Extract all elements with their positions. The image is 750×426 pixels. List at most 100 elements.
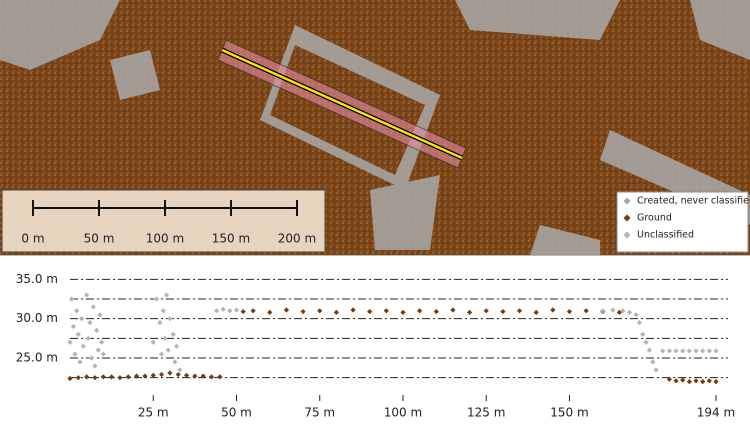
point [80,343,86,349]
point [566,308,573,315]
point [133,373,140,379]
point [713,348,719,354]
point [200,373,206,379]
x-tick-label: 100 m [384,406,422,420]
point [85,335,91,341]
point [158,371,165,378]
point [217,374,223,380]
point [533,309,539,315]
scale-label: 150 m [212,232,250,246]
point [516,308,523,314]
point [680,348,686,354]
x-tick-label: 50 m [221,406,252,420]
point [75,375,81,381]
point [450,307,456,313]
scale-label: 100 m [146,232,184,246]
point [417,308,423,314]
point [165,347,171,353]
map-view[interactable]: 0 m 50 m 100 m 150 m 200 m Created, never cl… [0,0,750,255]
point [87,319,93,326]
point [100,351,106,357]
point [646,347,653,353]
point [383,308,389,314]
point [97,312,103,318]
point [640,331,646,338]
point [713,379,719,385]
point [636,319,643,326]
point [84,292,90,298]
y-tick-label: 30.0 m [16,311,58,325]
profile-view[interactable]: 25.0 m 30.0 m 35.0 m 25 m 50 m 75 m 100 m 125 m… [16,272,735,420]
point [69,296,75,302]
point [208,374,215,380]
point [175,371,181,378]
point [153,296,160,302]
point [666,348,672,354]
point [643,339,649,345]
point [693,378,699,384]
point [706,348,712,354]
point [84,374,90,380]
point [163,292,170,298]
point [267,309,273,315]
legend-label: Unclassified [637,230,694,241]
x-tick-label: 194 m [697,406,735,420]
x-tick-label: 125 m [467,406,505,420]
point [680,377,686,383]
point [333,309,339,315]
point [177,367,183,373]
point [283,307,290,313]
point [250,308,256,314]
point [72,351,78,357]
point [227,308,233,314]
point [650,359,656,365]
legend-marker [623,231,631,239]
x-tick-label: 150 m [550,406,588,420]
scale-bar: 0 m 50 m 100 m 150 m 200 m [21,200,316,246]
point [400,309,406,315]
legend-marker [623,197,631,205]
legend-marker [623,214,631,222]
point [167,370,173,376]
legend: Created, never classified Ground Unclassif… [623,196,750,241]
point [610,307,616,313]
point [89,355,95,361]
point [220,306,226,312]
point [150,372,156,378]
point [94,327,100,334]
scale-bar-box [1,189,326,253]
point [173,343,180,349]
point [673,378,679,384]
point [666,376,672,382]
point [300,308,306,315]
point [95,347,101,353]
point [686,379,692,385]
point [653,367,659,373]
point [167,316,173,322]
point [74,308,80,314]
point [67,339,73,345]
point [660,348,666,354]
point [700,379,706,385]
profile-line[interactable] [221,48,463,160]
point [158,351,165,357]
point [700,348,706,354]
point [673,348,679,354]
point [600,308,606,314]
point [157,319,163,326]
point [90,304,96,310]
x-tick-label: 75 m [304,406,335,420]
point [77,359,83,365]
point [142,373,148,379]
point [99,339,105,345]
scale-label: 50 m [84,232,115,246]
y-tick-label: 25.0 m [16,351,58,365]
point [160,308,166,314]
point [633,312,639,318]
point [172,359,178,365]
point [150,339,156,345]
point [350,307,356,313]
point [70,323,76,330]
point [75,331,81,338]
